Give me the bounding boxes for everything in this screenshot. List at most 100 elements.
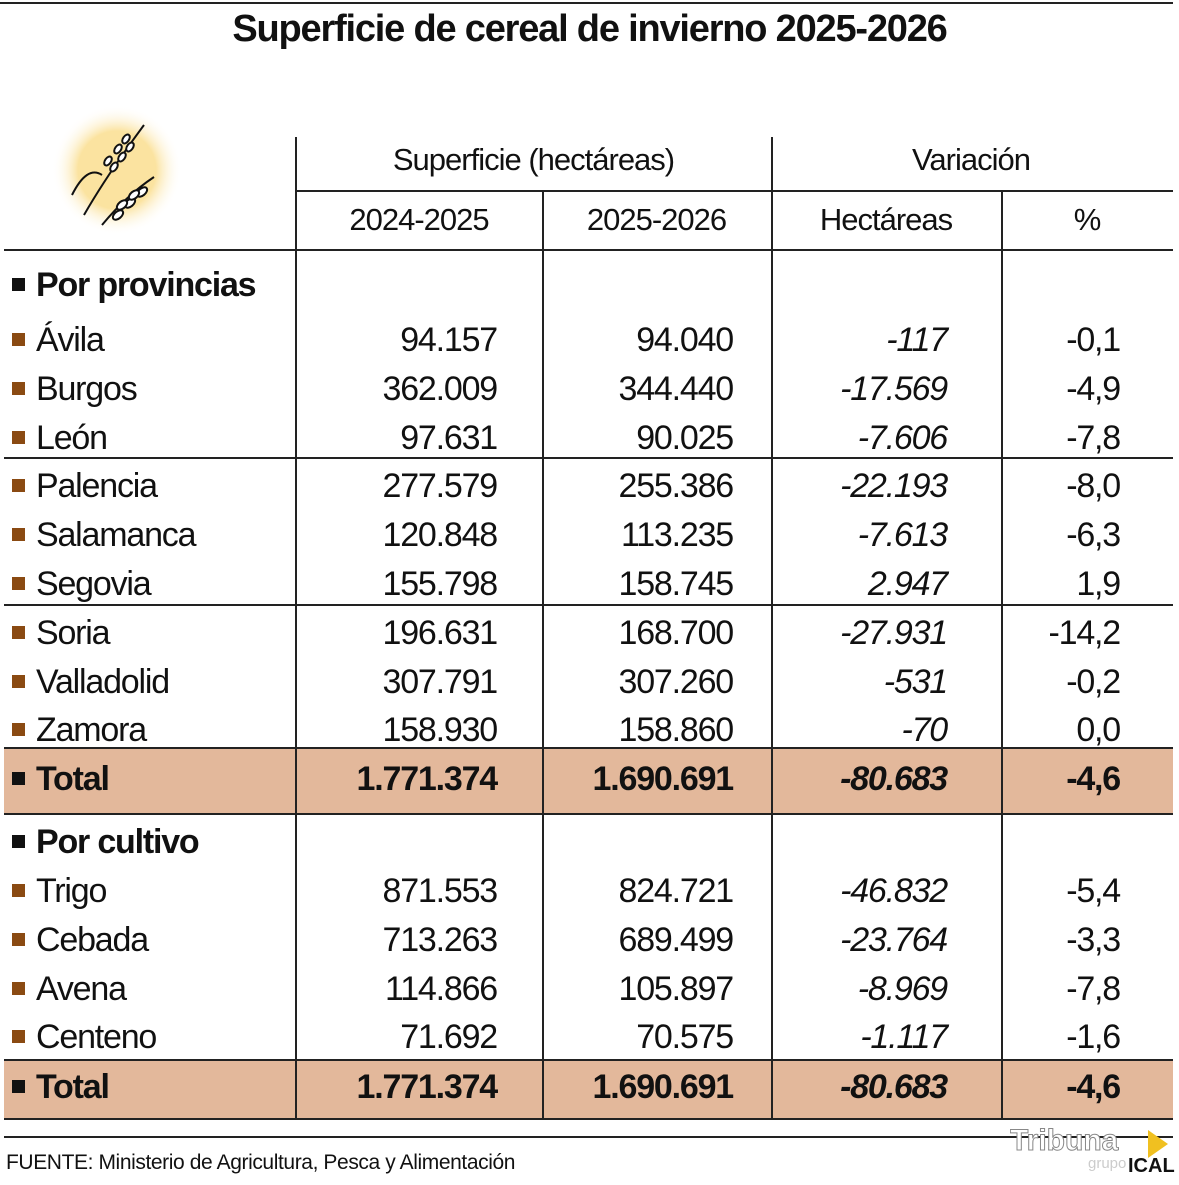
cell-hectareas: -1.117 — [860, 1018, 948, 1057]
total-bottom-rule — [4, 1118, 1173, 1120]
header-rule — [296, 190, 1173, 192]
tribuna-ical-logo: Tribuna grupo ICAL — [1010, 1120, 1175, 1180]
header-group-superficie: Superficie (hectáreas) — [392, 142, 675, 177]
square-bullet-icon — [12, 381, 25, 395]
cell-hectareas: -17.569 — [840, 369, 948, 408]
cell-hectareas: -46.832 — [840, 872, 948, 910]
cell-hectareas: -531 — [883, 662, 948, 701]
section-header: Por provincias — [0, 261, 1173, 309]
table-row: Segovia 155.798 158.745 2.947 1,9 — [0, 560, 1173, 608]
cell-hectareas: -23.764 — [840, 920, 948, 959]
column-divider — [1001, 191, 1003, 1118]
svg-text:ICAL: ICAL — [1128, 1155, 1175, 1177]
square-bullet-icon — [12, 884, 25, 897]
square-bullet-icon — [12, 479, 25, 493]
cell-2025-2026: 90.025 — [636, 418, 734, 457]
cell-2024-2025: 1.771.374 — [356, 760, 499, 798]
cell-percent: 1,9 — [1076, 565, 1121, 603]
cell-2024-2025: 155.798 — [382, 565, 498, 603]
row-label: Soria — [36, 613, 111, 652]
row-label: Palencia — [36, 467, 158, 506]
cell-hectareas: -27.931 — [840, 613, 948, 652]
cell-2025-2026: 158.860 — [618, 711, 734, 750]
cell-2025-2026: 158.745 — [618, 565, 734, 603]
cell-hectareas: -22.193 — [840, 467, 948, 506]
table-row: Trigo 871.553 824.721 -46.832 -5,4 — [0, 867, 1173, 915]
square-bullet-icon — [12, 674, 25, 688]
cell-2025-2026: 689.499 — [618, 920, 734, 959]
total-band — [4, 1059, 1173, 1118]
cell-percent: -0,1 — [1066, 321, 1121, 359]
source-note: FUENTE: Ministerio de Agricultura, Pesca… — [6, 1151, 516, 1174]
cell-2024-2025: 1.771.374 — [356, 1068, 499, 1106]
table-row: Avena 114.866 105.897 -8.969 -7,8 — [0, 965, 1173, 1013]
cell-percent: -5,4 — [1066, 872, 1121, 910]
cell-percent: -3,3 — [1066, 920, 1121, 959]
cell-hectareas: -70 — [901, 711, 948, 750]
cell-percent: -4,6 — [1066, 760, 1121, 798]
cell-2025-2026: 255.386 — [618, 467, 734, 506]
row-label: Salamanca — [36, 516, 197, 555]
square-bullet-icon — [12, 723, 25, 737]
row-label: Burgos — [36, 369, 138, 408]
cell-hectareas: -8.969 — [857, 969, 948, 1008]
row-label: Total — [36, 760, 110, 798]
total-band — [4, 747, 1173, 813]
cell-2024-2025: 713.263 — [382, 920, 498, 959]
footer-rule — [4, 1136, 1173, 1138]
cell-2024-2025: 120.848 — [382, 516, 498, 555]
table-row: Soria 196.631 168.700 -27.931 -14,2 — [0, 609, 1173, 657]
cell-hectareas: -7.606 — [857, 418, 948, 457]
square-bullet-icon — [12, 932, 25, 946]
table-row: Zamora 158.930 158.860 -70 0,0 — [0, 706, 1173, 754]
cell-2024-2025: 196.631 — [382, 613, 498, 652]
table-row: Valladolid 307.791 307.260 -531 -0,2 — [0, 658, 1173, 706]
header-col-hectareas: Hectáreas — [819, 202, 953, 237]
cell-2024-2025: 277.579 — [382, 467, 498, 506]
cell-2024-2025: 71.692 — [400, 1018, 498, 1057]
total-row: Total 1.771.374 1.690.691 -80.683 -4,6 — [0, 1063, 1173, 1111]
total-bottom-rule — [4, 813, 1173, 815]
square-bullet-icon — [12, 577, 25, 590]
square-bullet-icon — [12, 835, 25, 848]
square-bullet-icon — [12, 981, 25, 995]
row-label: Trigo — [36, 872, 107, 910]
cell-percent: -8,0 — [1066, 467, 1121, 506]
cell-2025-2026: 824.721 — [618, 872, 734, 910]
table-row: Burgos 362.009 344.440 -17.569 -4,9 — [0, 365, 1173, 413]
cell-2024-2025: 307.791 — [382, 662, 498, 701]
header-col-percent: % — [1073, 202, 1102, 237]
total-top-rule — [4, 1059, 1173, 1061]
cell-2025-2026: 70.575 — [636, 1018, 734, 1057]
row-label: Segovia — [36, 565, 152, 603]
cell-2025-2026: 344.440 — [618, 369, 734, 408]
cell-2024-2025: 94.157 — [400, 321, 498, 359]
cell-2025-2026: 105.897 — [618, 969, 734, 1008]
cell-2024-2025: 871.553 — [382, 872, 498, 910]
cell-percent: -4,6 — [1066, 1068, 1121, 1106]
top-rule — [0, 2, 1173, 4]
total-row: Total 1.771.374 1.690.691 -80.683 -4,6 — [0, 755, 1173, 803]
header-group-variacion: Variación — [912, 142, 1031, 177]
total-top-rule — [4, 747, 1173, 749]
square-bullet-icon — [12, 528, 25, 542]
row-label: Ávila — [36, 321, 105, 359]
cell-hectareas: -7.613 — [857, 516, 948, 555]
column-divider — [771, 137, 773, 1118]
cell-2025-2026: 1.690.691 — [592, 760, 735, 798]
column-divider — [295, 137, 297, 1118]
row-label: Total — [36, 1068, 110, 1106]
table-row: Salamanca 120.848 113.235 -7.613 -6,3 — [0, 511, 1173, 559]
cell-2025-2026: 113.235 — [621, 516, 734, 555]
wheat-icon — [52, 105, 182, 235]
table-row: León 97.631 90.025 -7.606 -7,8 — [0, 414, 1173, 462]
square-bullet-icon — [12, 1080, 25, 1093]
svg-text:grupo: grupo — [1088, 1155, 1126, 1172]
square-bullet-icon — [12, 1030, 25, 1044]
cell-percent: 0,0 — [1076, 711, 1121, 750]
cell-percent: -7,8 — [1066, 969, 1121, 1008]
header-col-2024-2025: 2024-2025 — [349, 202, 489, 237]
group-rule — [4, 457, 1173, 459]
cell-2025-2026: 94.040 — [636, 321, 734, 359]
page-title: Superficie de cereal de invierno 2025-20… — [232, 8, 947, 50]
